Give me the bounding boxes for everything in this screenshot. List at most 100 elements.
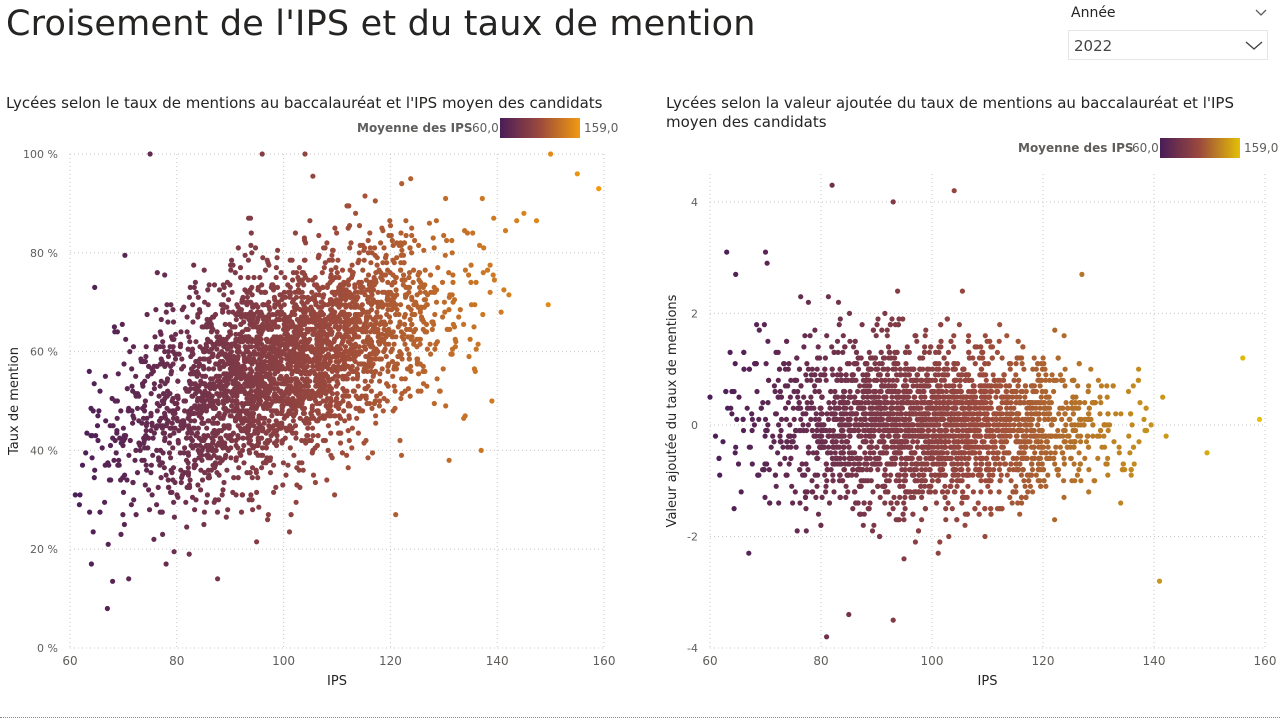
data-point[interactable] [814,366,820,372]
data-point[interactable] [221,292,227,298]
data-point[interactable] [193,497,199,503]
data-point[interactable] [160,423,166,429]
data-point[interactable] [334,403,340,409]
data-point[interactable] [92,284,98,290]
data-point[interactable] [384,302,390,308]
data-point[interactable] [201,521,207,528]
data-point[interactable] [342,302,348,308]
data-point[interactable] [427,272,434,278]
data-point[interactable] [853,472,859,478]
data-point[interactable] [330,376,336,382]
data-point[interactable] [207,381,213,387]
data-point[interactable] [302,331,308,337]
data-point[interactable] [129,383,135,389]
data-point[interactable] [218,442,224,449]
data-point[interactable] [397,437,403,444]
data-point[interactable] [414,356,420,362]
data-point[interactable] [342,326,348,332]
data-point[interactable] [355,395,361,402]
data-point[interactable] [217,363,223,369]
data-point[interactable] [77,492,83,498]
data-point[interactable] [781,361,787,367]
data-point[interactable] [255,442,261,449]
data-point[interactable] [280,460,286,466]
data-point[interactable] [143,344,149,350]
data-point[interactable] [287,257,293,263]
data-point[interactable] [775,450,781,456]
data-point[interactable] [206,395,212,402]
data-point[interactable] [209,353,215,360]
data-point[interactable] [399,181,405,187]
data-point[interactable] [368,388,374,394]
data-point[interactable] [143,433,149,439]
data-point[interactable] [229,257,235,263]
data-point[interactable] [468,279,474,285]
data-point[interactable] [366,294,372,300]
data-point[interactable] [173,331,179,337]
data-point[interactable] [107,423,113,429]
data-point[interactable] [949,427,955,434]
data-point[interactable] [994,349,1000,355]
data-point[interactable] [379,331,385,337]
data-point[interactable] [335,344,341,350]
data-point[interactable] [368,341,374,347]
data-point[interactable] [192,457,198,463]
data-point[interactable] [130,344,137,350]
data-point[interactable] [145,445,151,451]
data-point[interactable] [271,386,277,392]
data-point[interactable] [1090,433,1096,439]
data-point[interactable] [389,237,395,244]
data-point[interactable] [302,274,309,281]
data-point[interactable] [238,274,244,281]
data-point[interactable] [312,391,318,397]
data-point[interactable] [312,378,318,384]
data-point[interactable] [1041,361,1047,367]
data-point[interactable] [235,435,241,441]
data-point[interactable] [433,299,440,305]
data-point[interactable] [777,461,783,467]
data-point[interactable] [358,311,364,318]
data-point[interactable] [274,255,280,261]
data-point[interactable] [349,445,355,451]
data-point[interactable] [327,356,333,362]
data-point[interactable] [344,376,350,382]
data-point[interactable] [276,376,282,382]
data-point[interactable] [203,499,210,505]
data-point[interactable] [143,353,149,360]
data-point[interactable] [1038,400,1044,406]
data-point[interactable] [214,329,220,335]
data-point[interactable] [296,289,302,295]
data-point[interactable] [346,203,352,209]
data-point[interactable] [406,274,412,281]
data-point[interactable] [214,442,220,449]
data-point[interactable] [302,304,308,310]
data-point[interactable] [279,408,285,414]
data-point[interactable] [983,377,989,383]
data-point[interactable] [826,500,833,506]
data-point[interactable] [422,267,428,273]
data-point[interactable] [879,327,885,333]
data-point[interactable] [803,528,809,534]
data-point[interactable] [787,422,793,428]
data-point[interactable] [412,237,418,244]
data-point[interactable] [443,195,449,202]
data-point[interactable] [207,321,213,327]
data-point[interactable] [377,391,383,397]
data-point[interactable] [239,297,245,303]
data-point[interactable] [174,415,180,421]
data-point[interactable] [108,477,114,483]
data-point[interactable] [170,477,176,483]
data-point[interactable] [252,245,259,251]
data-point[interactable] [1113,411,1119,417]
data-point[interactable] [124,477,130,483]
data-point[interactable] [253,470,259,476]
data-point[interactable] [306,371,312,377]
data-point[interactable] [258,309,264,315]
data-point[interactable] [249,475,255,481]
data-point[interactable] [358,289,364,295]
data-point[interactable] [162,395,168,402]
data-point[interactable] [409,225,415,231]
data-point[interactable] [72,492,78,498]
data-point[interactable] [165,388,171,394]
data-point[interactable] [837,494,843,500]
